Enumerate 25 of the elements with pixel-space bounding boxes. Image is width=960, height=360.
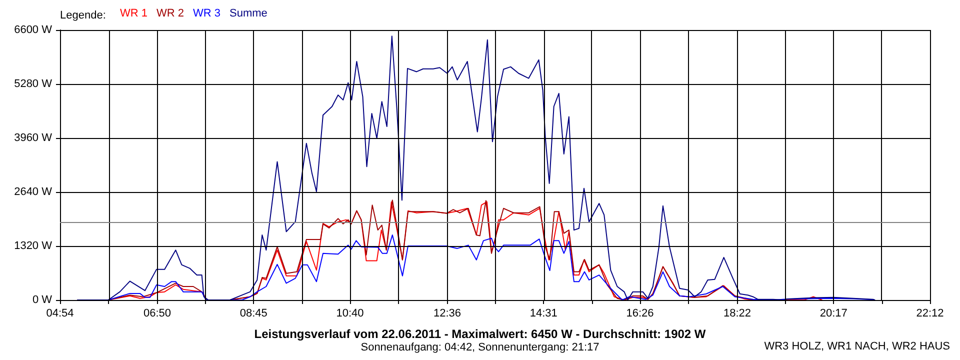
text: WR 3 bbox=[193, 8, 220, 20]
text: Summe bbox=[230, 8, 268, 20]
x-tick-label: 04:54 bbox=[46, 308, 74, 320]
x-tick-label: 18:22 bbox=[723, 308, 751, 320]
x-tick-label: 14:31 bbox=[530, 308, 558, 320]
x-tick-label: 20:17 bbox=[820, 308, 848, 320]
x-tick-label: 08:45 bbox=[240, 308, 268, 320]
y-tick-label: 0 W bbox=[32, 294, 53, 306]
y-tick-label: 3960 W bbox=[14, 132, 53, 144]
y-tick-label: 6600 W bbox=[14, 24, 53, 36]
x-tick-label: 06:50 bbox=[143, 308, 171, 320]
text: Sonnenaufgang: 04:42, Sonnenuntergang: 21:17 bbox=[360, 342, 600, 354]
x-tick-label: 10:40 bbox=[336, 308, 364, 320]
y-tick-label: 1320 W bbox=[14, 240, 53, 252]
text: WR 2 bbox=[156, 8, 184, 20]
legend-title: Legende: bbox=[60, 10, 106, 22]
x-tick-label: 16:26 bbox=[626, 308, 654, 320]
text: Leistungsverlauf vom 22.06.2011 - Maximalwert: 6450 W - Durchschnitt: 1902 W bbox=[254, 327, 706, 341]
text: WR 1 bbox=[120, 8, 148, 20]
y-tick-label: 2640 W bbox=[14, 186, 53, 198]
y-tick-label: 5280 W bbox=[14, 78, 53, 90]
text: WR3 HOLZ, WR1 NACH, WR2 HAUS bbox=[764, 340, 950, 352]
x-tick-label: 22:12 bbox=[916, 308, 944, 320]
line-series bbox=[77, 36, 876, 300]
x-tick-label: 12:36 bbox=[433, 308, 461, 320]
